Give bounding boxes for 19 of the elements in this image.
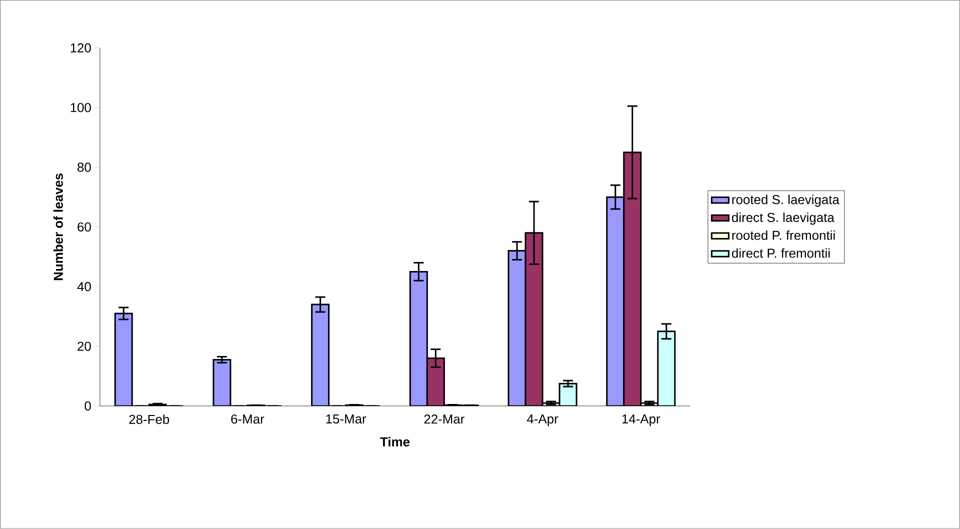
y-tick-label: 80 [78,162,91,172]
legend-label: direct S. laevigata [732,212,834,225]
x-axis-title: Time [380,436,410,446]
y-tick-label: 40 [77,282,91,292]
y-axis-title: Number of leaves [53,174,63,280]
y-tick-label: 120 [70,43,91,53]
x-tick-label: 15-Mar [326,414,366,424]
legend-label: rooted P. fremontii [732,230,835,240]
x-tick-label: 4-Apr [526,414,558,426]
x-tick-label: 6-Mar [231,414,264,424]
y-tick-label: 100 [70,103,91,112]
legend-label: direct P. fremontii [732,248,830,258]
legend-label: rooted S. laevigata [732,194,840,207]
x-tick-label: 22-Mar [424,414,464,424]
y-tick-label: 60 [78,222,91,232]
x-tick-label: 28-Feb [129,414,170,424]
y-tick-label: 0 [84,401,91,411]
y-tick-label: 20 [78,342,91,351]
x-tick-label: 14-Apr [622,414,660,426]
